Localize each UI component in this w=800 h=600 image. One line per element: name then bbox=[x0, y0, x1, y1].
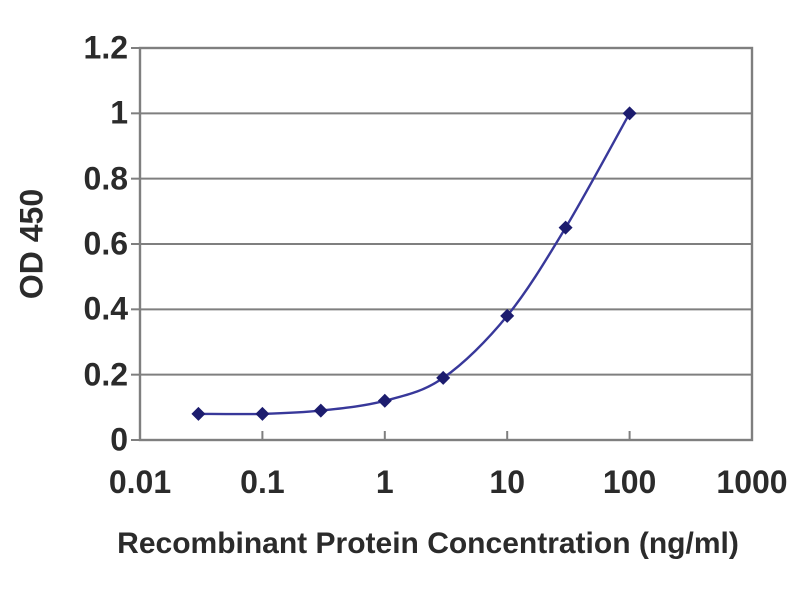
x-tick-label: 0.01 bbox=[108, 464, 172, 500]
y-tick-label: 0.6 bbox=[83, 225, 128, 262]
data-point-marker bbox=[436, 370, 451, 385]
data-point-marker bbox=[313, 403, 328, 418]
x-tick-label: 1 bbox=[375, 464, 394, 500]
data-point-marker bbox=[500, 308, 515, 323]
x-tick-label: 10 bbox=[489, 464, 525, 500]
y-tick-label: 1.2 bbox=[83, 29, 128, 66]
data-point-marker bbox=[191, 406, 206, 421]
data-point-marker bbox=[377, 393, 392, 408]
data-point-marker bbox=[622, 106, 637, 121]
y-tick-label: 1 bbox=[110, 94, 128, 131]
plot-border bbox=[138, 46, 754, 442]
data-point-marker bbox=[558, 220, 573, 235]
x-tick-label: 100 bbox=[602, 464, 657, 500]
x-tick-label: 0.1 bbox=[240, 464, 285, 500]
y-tick-label: 0.2 bbox=[83, 356, 128, 393]
y-axis-title: OD 450 bbox=[13, 188, 50, 300]
y-tick-label: 0.4 bbox=[83, 290, 128, 327]
y-tick-label: 0.8 bbox=[83, 160, 128, 197]
x-axis-title: Recombinant Protein Concentration (ng/ml… bbox=[117, 527, 739, 560]
x-tick-label: 1000 bbox=[716, 464, 788, 500]
y-tick-label: 0 bbox=[110, 421, 128, 458]
data-point-marker bbox=[255, 406, 270, 421]
data-series-line bbox=[197, 112, 631, 416]
